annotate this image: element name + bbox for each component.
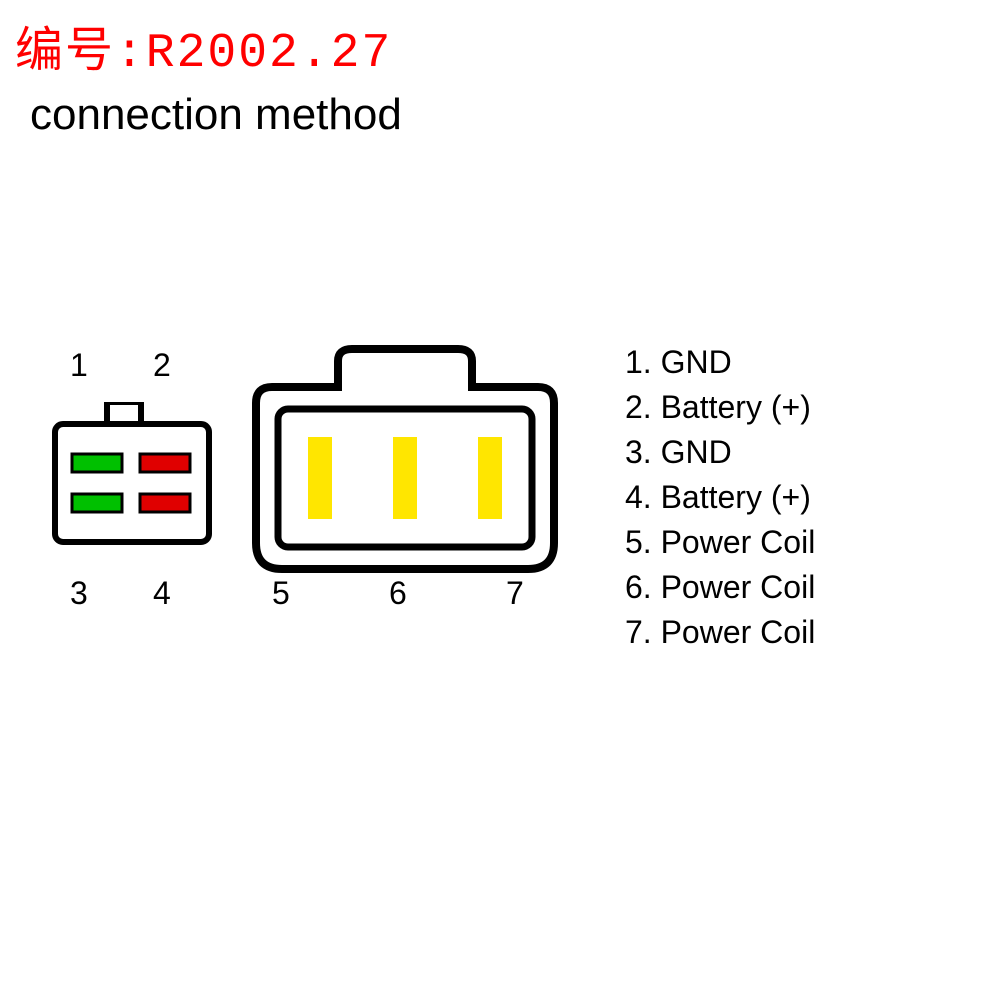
connA-pin-4 xyxy=(140,494,190,512)
connB-pin-5 xyxy=(308,437,332,519)
legend-row-1: 1. GND xyxy=(625,340,815,385)
legend-row-3: 3. GND xyxy=(625,430,815,475)
connector-b xyxy=(250,343,560,575)
connA-pin-2 xyxy=(140,454,190,472)
pin-number-4: 4 xyxy=(153,575,171,612)
connB-pin-6 xyxy=(393,437,417,519)
legend-row-2: 2. Battery (+) xyxy=(625,385,815,430)
pin-number-2: 2 xyxy=(153,347,171,384)
pin-number-3: 3 xyxy=(70,575,88,612)
pin-number-5: 5 xyxy=(272,575,290,612)
legend: 1. GND 2. Battery (+) 3. GND 4. Battery … xyxy=(625,340,815,655)
connA-pin-1 xyxy=(72,454,122,472)
legend-row-6: 6. Power Coil xyxy=(625,565,815,610)
heading-connection-method: connection method xyxy=(30,90,402,140)
diagram-area: 1 2 3 4 5 6 7 1. GND 2. Battery (+) 3. G… xyxy=(25,335,975,705)
legend-row-5: 5. Power Coil xyxy=(625,520,815,565)
pin-number-6: 6 xyxy=(389,575,407,612)
legend-row-7: 7. Power Coil xyxy=(625,610,815,655)
pin-number-1: 1 xyxy=(70,347,88,384)
connector-a xyxy=(52,402,212,562)
connB-pin-7 xyxy=(478,437,502,519)
pin-number-7: 7 xyxy=(506,575,524,612)
connA-pin-3 xyxy=(72,494,122,512)
legend-row-4: 4. Battery (+) xyxy=(625,475,815,520)
part-number: 编号:R2002.27 xyxy=(15,10,392,81)
